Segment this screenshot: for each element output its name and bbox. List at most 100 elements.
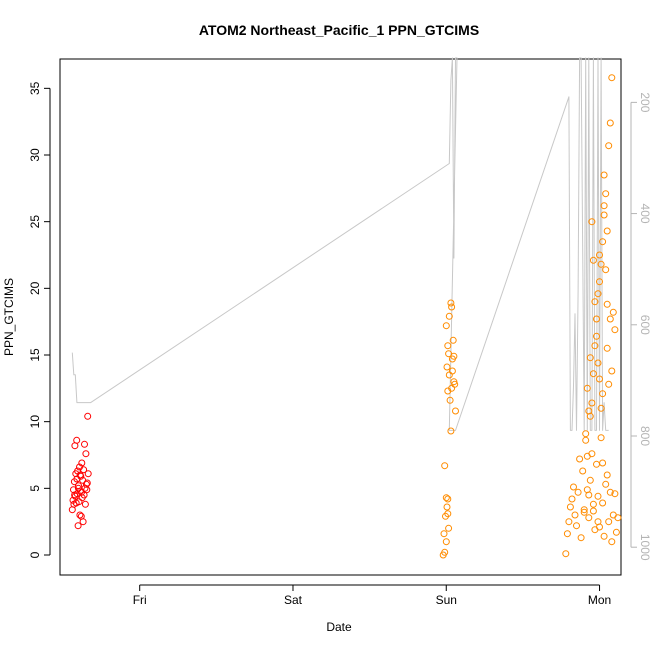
x-tick-label: Fri — [133, 593, 147, 607]
data-point — [606, 488, 614, 496]
data-point — [585, 491, 593, 499]
y-axis-label: PPN_GTCIMS — [2, 278, 16, 356]
data-point — [589, 370, 597, 378]
data-point — [611, 490, 619, 498]
data-point — [586, 412, 594, 420]
data-point — [579, 467, 587, 475]
data-point — [603, 300, 611, 308]
right-tick-label: 400 — [638, 204, 650, 224]
data-point — [443, 363, 451, 371]
y-tick-label: 25 — [28, 215, 42, 229]
data-point — [611, 326, 619, 334]
data-point — [599, 499, 607, 507]
data-point — [600, 202, 608, 210]
data-point — [594, 492, 602, 500]
data-point — [441, 548, 449, 556]
data-point — [568, 495, 576, 503]
data-point — [603, 471, 611, 479]
data-point — [603, 227, 611, 235]
data-point — [78, 459, 86, 467]
data-point — [573, 522, 580, 530]
data-point — [600, 211, 608, 219]
data-point — [571, 511, 579, 519]
x-axis: Fri Sat Sun Mon — [133, 584, 611, 607]
data-point — [570, 483, 577, 491]
data-point — [585, 514, 593, 522]
data-point — [586, 354, 594, 362]
data-point — [597, 434, 605, 442]
y-tick-label: 20 — [28, 281, 42, 295]
data-point — [593, 460, 600, 468]
data-point — [597, 260, 605, 268]
data-point — [591, 342, 599, 350]
data-point — [596, 278, 603, 286]
data-point — [450, 352, 458, 360]
data-point — [565, 518, 573, 526]
data-point — [447, 299, 455, 307]
data-point — [566, 503, 574, 511]
data-point — [76, 511, 84, 519]
data-point — [82, 480, 90, 488]
data-point — [589, 256, 597, 264]
data-point — [614, 514, 622, 522]
data-point — [597, 404, 605, 412]
data-point — [71, 491, 79, 499]
data-point — [443, 503, 451, 511]
y-axis-left: 0 5 10 15 20 25 30 35 — [28, 81, 51, 558]
data-point — [606, 119, 614, 127]
data-point — [589, 500, 597, 508]
right-tick-label: 800 — [638, 426, 650, 446]
data-point — [609, 308, 617, 316]
data-point — [444, 510, 452, 518]
data-point — [600, 532, 608, 540]
data-point — [583, 384, 591, 392]
data-point — [602, 480, 610, 488]
data-point — [576, 455, 584, 463]
data-point — [79, 518, 87, 526]
data-point — [441, 462, 449, 470]
data-point — [442, 538, 450, 546]
data-point — [599, 459, 607, 467]
data-point — [84, 470, 92, 478]
data-point — [445, 524, 453, 532]
data-point — [440, 530, 448, 538]
plot-frame — [59, 58, 622, 576]
data-point — [563, 530, 571, 538]
data-point — [74, 522, 82, 530]
data-point — [608, 367, 616, 375]
data-point — [588, 218, 596, 226]
data-point — [442, 322, 450, 330]
y-tick-label: 5 — [28, 485, 42, 492]
data-point — [81, 440, 88, 448]
data-point — [445, 371, 453, 379]
x-tick-label: Sun — [436, 593, 457, 607]
y-tick-label: 15 — [28, 348, 42, 362]
data-point — [586, 476, 594, 484]
data-point — [589, 507, 597, 515]
data-point — [574, 488, 582, 496]
right-tick-label: 600 — [638, 315, 650, 335]
data-point — [78, 488, 85, 496]
data-point — [448, 367, 456, 375]
data-point — [580, 506, 588, 514]
data-point — [70, 486, 77, 494]
data-point — [449, 336, 457, 344]
data-point — [594, 290, 602, 298]
data-point — [608, 538, 616, 546]
data-point — [605, 142, 613, 150]
data-point — [594, 518, 602, 526]
data-point — [603, 344, 611, 352]
data-point — [452, 407, 459, 415]
data-point — [446, 396, 454, 404]
data-point — [599, 390, 607, 398]
background-trace-line — [71, 57, 609, 431]
data-point — [84, 412, 92, 420]
right-tick-label: 200 — [638, 92, 650, 112]
data-point — [562, 550, 570, 558]
background-trace-layer — [71, 57, 609, 431]
data-point — [582, 436, 590, 444]
data-point — [605, 380, 613, 388]
data-point — [599, 238, 607, 246]
data-point — [447, 427, 455, 435]
